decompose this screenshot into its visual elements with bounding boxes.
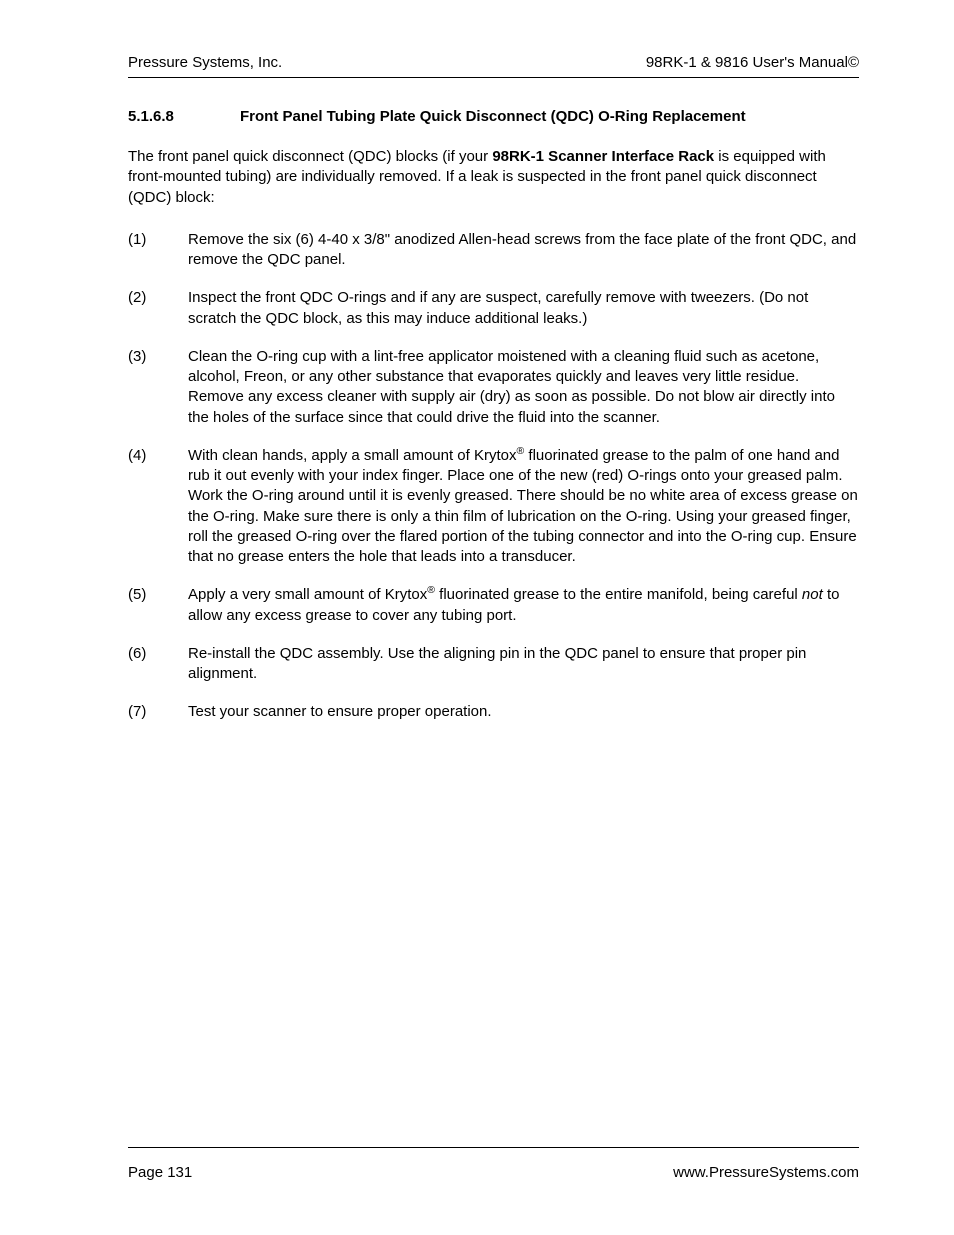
step5-italic: not [802, 586, 823, 603]
intro-bold-product: 98RK-1 Scanner Interface Rack [492, 148, 714, 165]
footer-url: www.PressureSystems.com [673, 1164, 859, 1181]
step-item: (2) Inspect the front QDC O-rings and if… [128, 288, 859, 329]
step-text: Test your scanner to ensure proper opera… [188, 702, 859, 722]
step-text: Re-install the QDC assembly. Use the ali… [188, 644, 859, 685]
step-text: Clean the O-ring cup with a lint-free ap… [188, 347, 859, 428]
step5-pre: Apply a very small amount of Krytox [188, 586, 427, 603]
step-text: With clean hands, apply a small amount o… [188, 446, 859, 568]
step-text: Remove the six (6) 4-40 x 3/8" anodized … [188, 230, 859, 271]
step-number: (7) [128, 702, 188, 722]
step-number: (3) [128, 347, 188, 428]
section-title: Front Panel Tubing Plate Quick Disconnec… [240, 108, 859, 125]
step-item: (3) Clean the O-ring cup with a lint-fre… [128, 347, 859, 428]
page-footer: Page 131 www.PressureSystems.com [128, 1147, 859, 1181]
step5-mid: fluorinated grease to the entire manifol… [435, 586, 802, 603]
step-number: (5) [128, 585, 188, 626]
header-company: Pressure Systems, Inc. [128, 54, 282, 71]
footer-row: Page 131 www.PressureSystems.com [128, 1164, 859, 1181]
step-list: (1) Remove the six (6) 4-40 x 3/8" anodi… [128, 230, 859, 723]
registered-icon: ® [427, 584, 435, 596]
footer-divider [128, 1147, 859, 1148]
step-number: (6) [128, 644, 188, 685]
step4-pre: With clean hands, apply a small amount o… [188, 447, 517, 464]
step-text: Inspect the front QDC O-rings and if any… [188, 288, 859, 329]
step-text: Apply a very small amount of Krytox® flu… [188, 585, 859, 626]
step-item: (4) With clean hands, apply a small amou… [128, 446, 859, 568]
step-item: (6) Re-install the QDC assembly. Use the… [128, 644, 859, 685]
header-divider [128, 77, 859, 78]
section-number: 5.1.6.8 [128, 108, 240, 125]
step-number: (2) [128, 288, 188, 329]
intro-text-part1: The front panel quick disconnect (QDC) b… [128, 148, 492, 165]
step4-post: fluorinated grease to the palm of one ha… [188, 447, 858, 565]
section-heading: 5.1.6.8 Front Panel Tubing Plate Quick D… [128, 108, 859, 125]
intro-paragraph: The front panel quick disconnect (QDC) b… [128, 147, 859, 208]
step-item: (5) Apply a very small amount of Krytox®… [128, 585, 859, 626]
step-item: (1) Remove the six (6) 4-40 x 3/8" anodi… [128, 230, 859, 271]
step-number: (1) [128, 230, 188, 271]
header-manual-title: 98RK-1 & 9816 User's Manual© [646, 54, 859, 71]
footer-page-number: Page 131 [128, 1164, 192, 1181]
step-number: (4) [128, 446, 188, 568]
page-header: Pressure Systems, Inc. 98RK-1 & 9816 Use… [128, 54, 859, 71]
step-item: (7) Test your scanner to ensure proper o… [128, 702, 859, 722]
